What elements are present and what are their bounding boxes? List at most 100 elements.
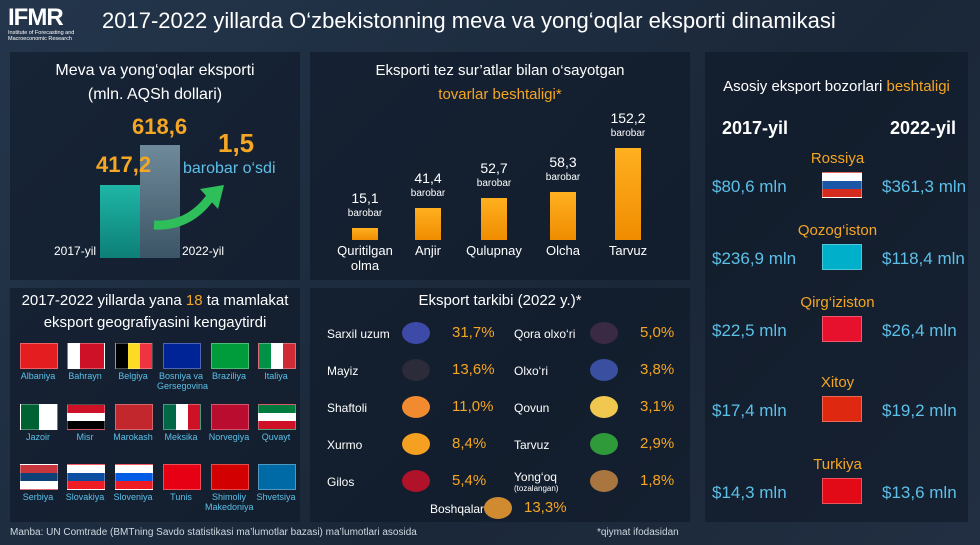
item-share: 2,9%: [640, 435, 675, 452]
item-unit: barobar: [410, 188, 446, 199]
item-share: 5,0%: [640, 324, 675, 341]
title-text: Asosiy eksport bozorlari: [723, 78, 883, 95]
item-share: 3,1%: [640, 398, 675, 415]
item-value: 58,3: [549, 154, 577, 170]
logo-subtitle: Institute of Forecasting and Macroeconom…: [8, 30, 75, 42]
country-name: Qozog‘iston: [797, 222, 878, 239]
market-value: $26,4 mln: [882, 321, 957, 340]
flag: [20, 343, 58, 369]
item-note: (tozalangan): [514, 484, 559, 493]
bar-shape: [415, 208, 441, 240]
growth-value: 1,5: [218, 128, 255, 158]
bar-shape: [352, 228, 378, 240]
item-value: 15,1: [351, 190, 379, 206]
item-name: Sarxil uzum: [327, 327, 390, 341]
country-name: Marokash: [113, 432, 153, 442]
footnote: *qiymat ifodasidan: [597, 527, 679, 538]
item-unit: barobar: [610, 128, 646, 139]
flag: [822, 172, 862, 198]
country-name: Turkiya: [813, 456, 862, 473]
item-name: Qulupnay: [466, 243, 522, 258]
country-name: Qirg‘iziston: [800, 294, 875, 311]
flag: [115, 343, 153, 369]
country-name: Norvegiya: [208, 432, 250, 442]
fruit-icon: [402, 396, 430, 418]
item-name: Tarvuz: [608, 243, 648, 258]
flag: [822, 316, 862, 342]
flag: [163, 343, 201, 369]
flag: [211, 404, 249, 430]
item-share: 8,4%: [452, 435, 487, 452]
market-value: $17,4 mln: [712, 401, 787, 420]
fruit-icon: [484, 497, 512, 519]
flag: [258, 464, 296, 490]
flag: [20, 464, 58, 490]
panel-title: Eksporti tez sur’atlar bilan o‘sayotgan: [375, 62, 625, 79]
flag: [67, 464, 105, 490]
bar-shape: [100, 185, 140, 258]
item-name: Mayiz: [327, 364, 359, 378]
item-name: Qora olxo‘ri: [514, 327, 576, 341]
country-name: Shimoliy Makedoniya: [205, 492, 254, 512]
flag: [67, 404, 105, 430]
item-value: 152,2: [610, 110, 646, 126]
bar-shape: [481, 198, 507, 240]
fruit-icon: [590, 433, 618, 455]
flag: [258, 404, 296, 430]
title-count: 18: [185, 292, 203, 309]
fruit-icon: [402, 359, 430, 381]
title-highlight: beshtaligi: [886, 78, 950, 95]
flag: [822, 478, 862, 504]
item-share: 13,6%: [452, 361, 495, 378]
country-name: Braziliya: [211, 371, 246, 381]
country-name: Bahrayn: [68, 371, 102, 381]
country-name: Meksika: [164, 432, 198, 442]
panel-title: Eksport tarkibi (2022 y.)*: [418, 292, 582, 309]
item-unit: barobar: [347, 208, 383, 219]
flag: [163, 464, 201, 490]
country-name: Quvayt: [261, 432, 291, 442]
item-name: Olxo‘ri: [514, 364, 549, 378]
item-name: Shaftoli: [327, 401, 368, 415]
page-title: 2017-2022 yillarda O‘zbekistonning meva …: [102, 8, 836, 33]
market-value: $19,2 mln: [882, 401, 957, 420]
panel-title: Asosiy eksport bozorlari beshtaligi: [705, 78, 968, 95]
growth-arrow: [153, 185, 224, 230]
country-name: Sloveniya: [113, 492, 153, 502]
flag: [67, 343, 105, 369]
fruit-icon: [402, 470, 430, 492]
market-value: $22,5 mln: [712, 321, 787, 340]
item-share: 13,3%: [524, 499, 567, 516]
growth-text: barobar o‘sdi: [183, 160, 276, 177]
item-name: Olcha: [546, 243, 580, 258]
bar-value: 618,6: [132, 114, 188, 139]
logo: IFMR: [8, 4, 64, 31]
panel: [705, 52, 968, 522]
market-value: $80,6 mln: [712, 177, 787, 196]
flag: [211, 464, 249, 490]
bar-year: 2017-yil: [54, 244, 97, 258]
flag: [211, 343, 249, 369]
bar-value: 417,2: [96, 152, 152, 177]
market-value: $236,9 mln: [712, 249, 797, 268]
item-name: Boshqalar: [430, 502, 485, 516]
market-value: $361,3 mln: [882, 177, 967, 196]
panel-title-highlight: tovarlar beshtaligi*: [438, 86, 562, 103]
country-name: Bosniya va Gersegovina: [157, 371, 209, 391]
fruit-icon: [590, 470, 618, 492]
panel: [10, 288, 300, 522]
country-name: Tunis: [170, 492, 192, 502]
country-name: Shvetsiya: [256, 492, 296, 502]
item-share: 3,8%: [640, 361, 675, 378]
country-name: Xitoy: [820, 374, 855, 391]
country-name: Belgiya: [118, 371, 148, 381]
bar-shape: [615, 148, 641, 240]
fruit-icon: [402, 322, 430, 344]
flag: [20, 404, 58, 430]
item-share: 11,0%: [452, 398, 494, 415]
item-name: Quritilgan olma: [337, 243, 393, 273]
flag: [115, 464, 153, 490]
source: Manba: UN Comtrade (BMTning Savdo statis…: [10, 527, 417, 538]
panel-title: 2017-2022 yillarda yana 18 ta mamlakat: [10, 292, 300, 309]
